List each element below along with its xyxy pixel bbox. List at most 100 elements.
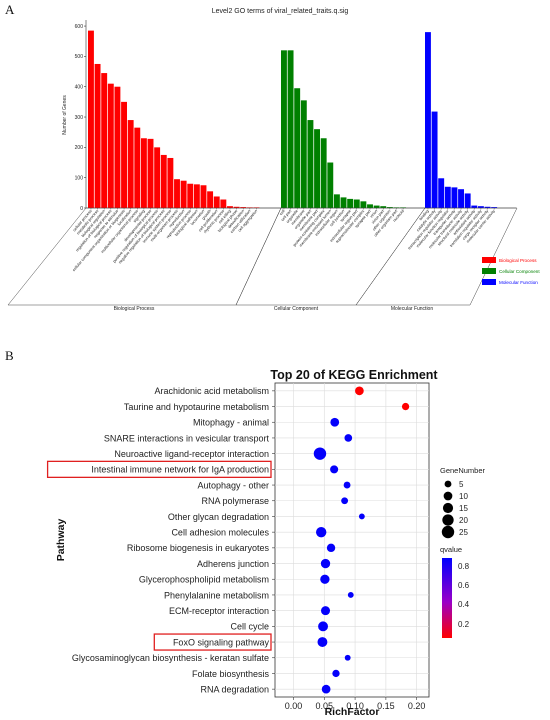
- bar: [294, 88, 301, 208]
- bar: [240, 207, 247, 208]
- panel-b-label: B: [5, 348, 14, 363]
- bar: [386, 207, 393, 208]
- bar: [360, 201, 367, 208]
- data-point: [347, 592, 354, 598]
- size-legend-label: 25: [459, 528, 468, 537]
- bar: [213, 196, 220, 208]
- bar: [393, 207, 400, 208]
- bar: [353, 199, 360, 208]
- x-tick-label: cell: [278, 208, 286, 216]
- group-label: Biological Process: [114, 306, 155, 312]
- group-label: Molecular Function: [391, 306, 433, 312]
- size-legend-dot: [442, 514, 454, 526]
- bar: [373, 205, 380, 208]
- y-tick-label: Cell adhesion molecules: [171, 527, 269, 537]
- bar: [107, 83, 114, 208]
- y-tick-label: RNA degradation: [200, 684, 269, 694]
- chart-title: Top 20 of KEGG Enrichment: [270, 368, 438, 382]
- data-point: [330, 417, 340, 427]
- bar: [147, 138, 154, 208]
- data-point: [358, 513, 365, 520]
- size-legend-dot: [442, 502, 454, 514]
- bar: [233, 206, 240, 208]
- bar: [425, 32, 431, 209]
- y-tick-label: Mitophagy - animal: [193, 418, 269, 428]
- size-legend-label: 15: [459, 504, 468, 513]
- y-tick-label: 300: [75, 115, 84, 121]
- y-tick-label: Phenylalanine metabolism: [164, 590, 269, 600]
- bar: [187, 183, 194, 208]
- legend-swatch: [482, 279, 496, 285]
- x-tick-label: 0.05: [316, 701, 334, 711]
- legend-swatch: [482, 257, 496, 263]
- bar: [207, 191, 214, 208]
- bar: [140, 138, 147, 208]
- bar: [281, 50, 287, 208]
- bar: [193, 184, 200, 208]
- data-point: [320, 574, 330, 584]
- category-region-outline: [355, 207, 518, 306]
- size-legend-title: GeneNumber: [440, 466, 486, 475]
- bar: [88, 30, 94, 209]
- bar: [438, 178, 445, 208]
- size-legend-label: 10: [459, 492, 468, 501]
- y-tick-label: 100: [75, 175, 84, 181]
- bar: [220, 199, 227, 208]
- grid-lines: [275, 383, 429, 697]
- highlight-boxes: [46, 460, 272, 651]
- kegg-bubble-chart: B Top 20 of KEGG Enrichment Arachidonic …: [5, 348, 486, 718]
- bar: [367, 204, 373, 208]
- bar: [134, 127, 141, 208]
- y-axis-label: Pathway: [55, 519, 67, 562]
- y-tick-label: Neuroactive ligand-receptor interaction: [114, 449, 269, 459]
- bar: [491, 207, 498, 208]
- y-tick-label: Adherens junction: [197, 559, 269, 569]
- color-legend-bar: [442, 558, 452, 638]
- bar: [227, 206, 233, 208]
- y-tick-label: Intestinal immune network for IgA produc…: [91, 465, 269, 475]
- y-tick-label: SNARE interactions in vesicular transpor…: [104, 433, 270, 443]
- plot-panel: [274, 382, 430, 698]
- bar: [458, 189, 464, 208]
- data-point: [330, 465, 339, 474]
- legend-label: Cellular Component: [499, 269, 540, 274]
- bar: [333, 194, 340, 208]
- data-point: [343, 481, 351, 489]
- color-legend-label: 0.8: [458, 562, 470, 571]
- size-legend-dot: [441, 525, 455, 539]
- x-tick-label: 0.10: [346, 701, 364, 711]
- bar: [200, 185, 207, 208]
- y-tick-label: Autophagy - other: [197, 480, 269, 490]
- y-tick-label: Ribosome biogenesis in eukaryotes: [127, 543, 270, 553]
- y-tick-label: Folate biosynthesis: [192, 669, 270, 679]
- x-tick-label: 0.15: [377, 701, 395, 711]
- data-point: [401, 402, 410, 411]
- bar: [114, 86, 121, 208]
- y-tick-label: 500: [75, 54, 84, 60]
- data-point: [321, 684, 331, 694]
- bar: [160, 154, 167, 208]
- bar: [246, 207, 253, 208]
- size-legend-dot: [444, 480, 452, 488]
- bar: [307, 120, 314, 208]
- bar: [300, 100, 307, 208]
- color-legend-label: 0.4: [458, 600, 470, 609]
- legend-label: Molecular Function: [499, 280, 538, 285]
- bar: [327, 162, 334, 208]
- bar: [287, 50, 294, 208]
- bar: [121, 101, 127, 208]
- bar: [167, 157, 174, 208]
- size-legend-dot: [443, 491, 453, 501]
- x-tick-label: 0.00: [285, 701, 303, 711]
- bar: [174, 179, 180, 208]
- bar: [253, 207, 260, 208]
- y-tick-label: FoxO signaling pathway: [173, 637, 270, 647]
- x-tick-label: binding: [418, 208, 430, 221]
- data-point: [320, 558, 331, 569]
- points: [313, 386, 410, 694]
- bar: [340, 197, 347, 208]
- color-legend-label: 0.6: [458, 581, 470, 590]
- y-tick-label: Taurine and hypotaurine metabolism: [124, 402, 269, 412]
